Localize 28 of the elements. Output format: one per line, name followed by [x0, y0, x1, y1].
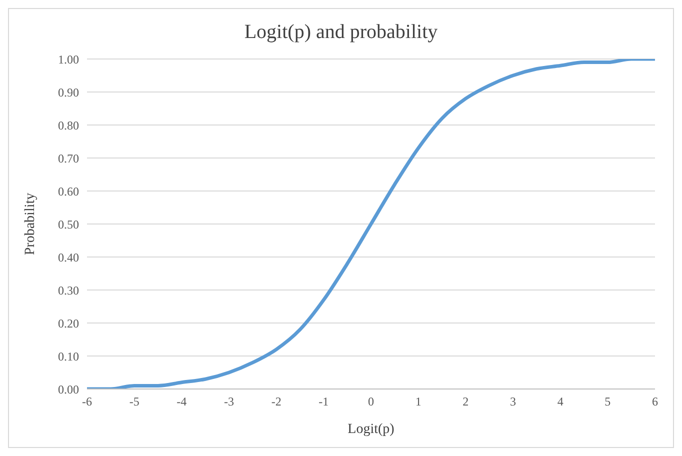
x-tick-label: 4 [557, 394, 564, 409]
y-tick-label: 0.80 [58, 118, 79, 132]
y-tick-label: 0.00 [58, 382, 79, 396]
y-tick-label: 0.20 [58, 316, 79, 330]
y-tick-label: 0.90 [58, 85, 79, 100]
x-tick-label: -4 [176, 394, 187, 409]
x-tick-label: -1 [318, 394, 329, 409]
line-series [87, 59, 655, 389]
x-tick-label: 0 [368, 394, 374, 409]
x-tick-label: 2 [462, 394, 469, 409]
x-tick-label: 6 [652, 394, 658, 409]
x-tick-label: 3 [510, 394, 516, 409]
x-tick-label: -3 [224, 394, 234, 409]
y-tick-label: 1.00 [58, 52, 79, 66]
y-tick-label: 0.60 [58, 184, 79, 198]
y-tick-label: 0.50 [58, 217, 79, 232]
y-tick-label: 0.40 [58, 250, 79, 264]
x-tick-label: -6 [82, 394, 92, 409]
y-tick-label: 0.70 [58, 151, 79, 166]
x-axis-title: Logit(p) [348, 422, 395, 437]
y-tick-label: 0.30 [58, 283, 79, 298]
x-tick-label: -2 [271, 394, 282, 409]
x-tick-label: 5 [604, 394, 611, 409]
chart-title: Logit(p) and probability [243, 21, 439, 45]
y-axis-title: Probability [22, 192, 38, 256]
x-tick-label: 1 [415, 394, 422, 409]
x-tick-label: -5 [129, 394, 140, 409]
y-tick-label: 0.10 [58, 349, 79, 364]
